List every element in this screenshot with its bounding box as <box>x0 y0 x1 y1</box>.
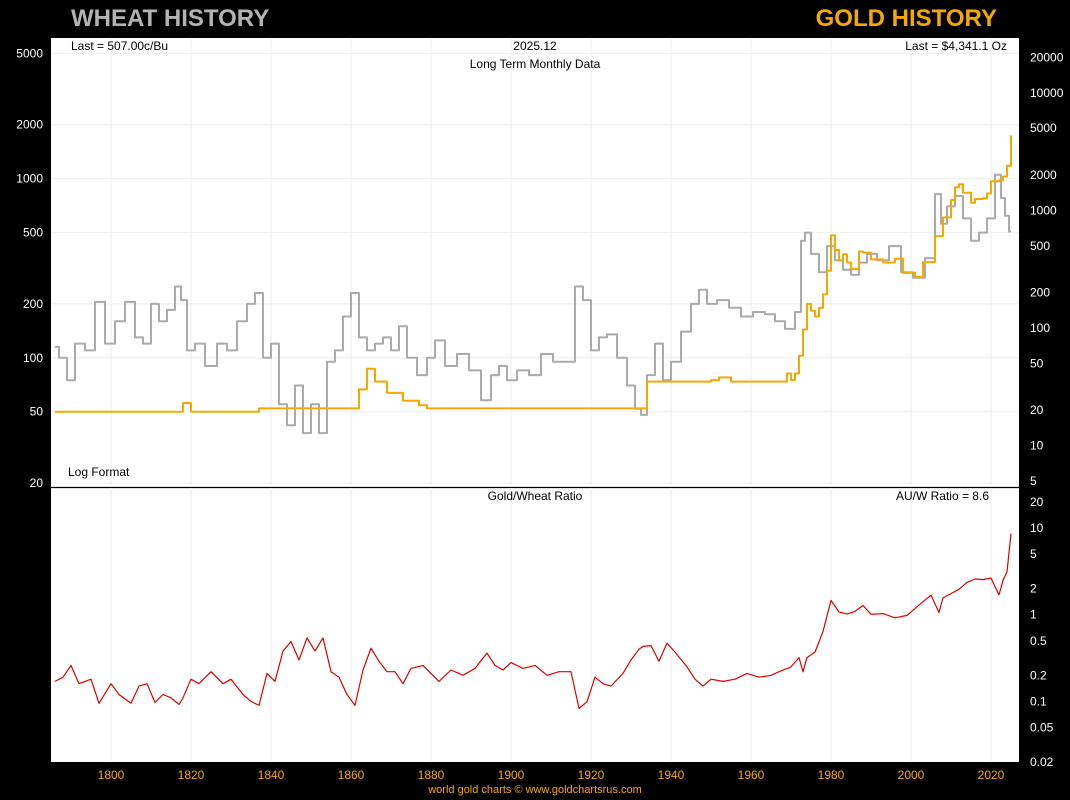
year-tick-label: 1960 <box>738 768 765 782</box>
gold-axis-tick-label: 10000 <box>1030 86 1064 100</box>
wheat-series-line <box>55 173 1011 435</box>
gold-axis-tick-label: 50 <box>1030 356 1044 370</box>
date-label: 2025.12 <box>513 39 557 53</box>
gold-axis-tick-label: 5000 <box>1030 121 1057 135</box>
wheat-axis-tick-label: 100 <box>23 351 43 365</box>
year-tick-label: 1860 <box>338 768 365 782</box>
year-tick-label: 1940 <box>658 768 685 782</box>
wheat-history-title: WHEAT HISTORY <box>71 5 270 32</box>
gold-axis-tick-label: 5 <box>1030 474 1037 488</box>
wheat-axis-tick-label: 1000 <box>16 172 43 186</box>
log-format-label: Log Format <box>68 465 130 479</box>
footer-credit: world gold charts © www.goldchartsrus.co… <box>428 784 642 796</box>
ratio-axis-tick-label: 5 <box>1030 547 1037 561</box>
year-tick-label: 1900 <box>498 768 525 782</box>
gold-axis-tick-label: 20 <box>1030 403 1044 417</box>
ratio-axis-tick-label: 20 <box>1030 495 1044 509</box>
gold-axis-tick-label: 100 <box>1030 321 1050 335</box>
gold-axis-tick-label: 20000 <box>1030 50 1064 64</box>
bottom-plot-area <box>51 488 1019 762</box>
ratio-axis-tick-label: 0.05 <box>1030 720 1054 734</box>
year-tick-label: 1800 <box>98 768 125 782</box>
year-tick-label: 2020 <box>978 768 1005 782</box>
year-tick-label: 1880 <box>418 768 445 782</box>
gold-axis-tick-label: 500 <box>1030 239 1050 253</box>
top-chart-subtitle: Long Term Monthly Data <box>470 57 601 71</box>
ratio-axis-tick-label: 0.02 <box>1030 755 1054 769</box>
wheat-axis-tick-label: 50 <box>30 405 44 419</box>
top-gridlines <box>51 38 1019 487</box>
gold-series-line <box>55 135 1012 413</box>
ratio-last-label: AU/W Ratio = 8.6 <box>896 489 989 503</box>
last-wheat-label: Last = 507.00c/Bu <box>71 39 168 53</box>
bottom-gridlines <box>110 488 992 762</box>
axis-tick-labels: 2050100200500100020005000510205010020050… <box>16 46 1063 782</box>
year-tick-label: 2000 <box>898 768 925 782</box>
year-tick-label: 1840 <box>258 768 285 782</box>
year-tick-label: 1980 <box>818 768 845 782</box>
gold-axis-tick-label: 2000 <box>1030 168 1057 182</box>
year-tick-label: 1920 <box>578 768 605 782</box>
ratio-chart-title: Gold/Wheat Ratio <box>488 489 583 503</box>
ratio-axis-tick-label: 0.5 <box>1030 634 1047 648</box>
wheat-axis-tick-label: 5000 <box>16 46 43 60</box>
ratio-axis-tick-label: 10 <box>1030 521 1044 535</box>
ratio-axis-tick-label: 0.1 <box>1030 694 1047 708</box>
wheat-axis-tick-label: 2000 <box>16 118 43 132</box>
wheat-axis-tick-label: 20 <box>30 476 44 490</box>
series-layer <box>54 135 1012 709</box>
wheat-axis-tick-label: 200 <box>23 297 43 311</box>
gold-axis-tick-label: 200 <box>1030 286 1050 300</box>
last-gold-label: Last = $4,341.1 Oz <box>905 39 1007 53</box>
ratio-series-line <box>54 533 1012 709</box>
wheat-axis-tick-label: 500 <box>23 226 43 240</box>
gold-history-title: GOLD HISTORY <box>815 5 997 32</box>
top-plot-area <box>51 38 1019 487</box>
ratio-axis-tick-label: 0.2 <box>1030 668 1047 682</box>
ratio-axis-tick-label: 2 <box>1030 582 1037 596</box>
gold-axis-tick-label: 10 <box>1030 439 1044 453</box>
year-tick-label: 1820 <box>178 768 205 782</box>
gold-axis-tick-label: 1000 <box>1030 203 1057 217</box>
ratio-axis-tick-label: 1 <box>1030 608 1037 622</box>
